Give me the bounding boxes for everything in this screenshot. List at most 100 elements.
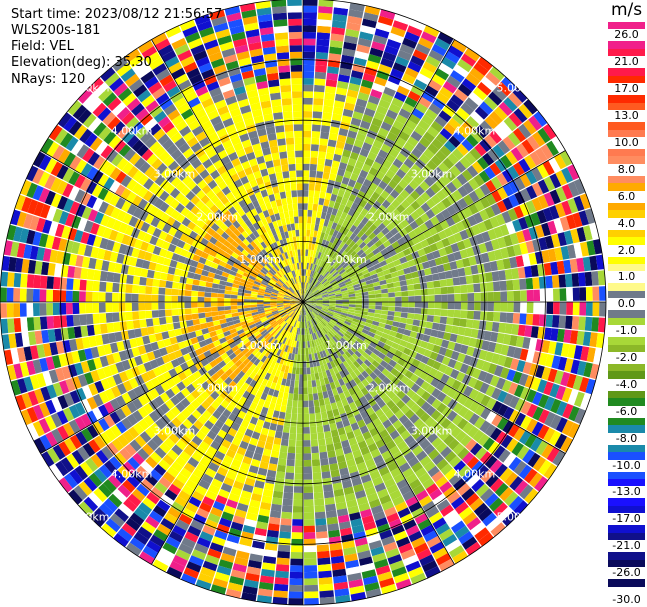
range-gate (221, 364, 230, 373)
range-gate (258, 312, 266, 317)
range-gate (354, 310, 362, 315)
range-gate (331, 317, 339, 322)
range-gate (298, 387, 303, 395)
range-gate (522, 449, 535, 464)
range-gate (457, 483, 471, 496)
range-gate (295, 291, 300, 297)
range-gate (160, 324, 168, 333)
range-gate (348, 272, 356, 278)
range-gate (244, 329, 252, 335)
range-gate (80, 163, 93, 177)
range-gate (108, 332, 117, 344)
range-gate (503, 116, 518, 132)
range-gate (330, 166, 339, 175)
range-gate (23, 376, 34, 392)
range-gate (452, 148, 464, 161)
range-gate (176, 239, 186, 249)
range-gate (395, 371, 405, 381)
range-gate (266, 469, 277, 478)
range-gate (340, 155, 350, 164)
range-gate (244, 518, 257, 528)
range-gate (329, 235, 336, 244)
range-gate (52, 289, 60, 302)
range-gate (312, 472, 322, 480)
range-gate (363, 272, 371, 279)
range-gate (272, 490, 283, 499)
range-gate (379, 279, 387, 286)
range-gate (374, 289, 382, 295)
range-gate (307, 341, 311, 348)
range-gate (190, 195, 201, 205)
range-gate (386, 315, 395, 321)
range-gate (159, 442, 171, 454)
range-gate (491, 322, 500, 333)
range-gate (156, 255, 165, 265)
range-gate (376, 460, 387, 471)
range-gate (345, 238, 353, 246)
range-gate (391, 208, 401, 218)
range-gate (313, 393, 319, 401)
range-gate (410, 163, 422, 175)
range-gate (285, 465, 295, 473)
range-gate (370, 448, 381, 459)
range-gate (249, 371, 257, 380)
range-gate (409, 373, 419, 383)
range-gate (277, 551, 290, 559)
range-gate (289, 319, 294, 326)
range-gate (308, 320, 312, 328)
range-gate (204, 312, 212, 318)
range-gate (375, 344, 383, 352)
range-gate (429, 511, 443, 524)
range-gate (279, 277, 286, 284)
range-gate (359, 31, 374, 41)
range-gate (295, 307, 300, 313)
range-gate (374, 558, 389, 569)
range-gate (281, 276, 287, 283)
range-gate (278, 290, 286, 294)
range-gate (218, 517, 232, 528)
range-gate (381, 472, 393, 483)
range-gate (203, 174, 214, 185)
range-gate (311, 277, 315, 285)
range-gate (353, 57, 367, 67)
range-gate (146, 224, 156, 235)
range-gate (537, 179, 550, 194)
range-gate (378, 466, 390, 477)
range-gate (277, 458, 287, 466)
range-gate (270, 302, 277, 304)
range-gate (103, 498, 118, 513)
range-gate (387, 335, 396, 342)
range-gate (258, 384, 266, 393)
range-gate (468, 203, 479, 215)
range-gate (503, 356, 513, 369)
range-gate (95, 334, 104, 346)
range-gate (414, 185, 425, 196)
range-gate (310, 373, 316, 381)
range-gate (242, 259, 250, 267)
range-gate (512, 87, 528, 103)
range-gate (228, 224, 237, 233)
range-gate (478, 507, 493, 522)
range-gate (241, 249, 249, 257)
range-gate (242, 238, 250, 247)
range-gate (329, 300, 336, 302)
range-gate (283, 330, 288, 338)
range-gate (77, 374, 88, 387)
range-gate (517, 324, 526, 337)
range-gate (335, 305, 343, 308)
range-gate (171, 444, 183, 456)
range-gate (501, 76, 517, 92)
range-gate (280, 312, 287, 317)
range-gate (322, 300, 330, 302)
range-gate (453, 361, 463, 371)
range-gate (6, 364, 17, 381)
range-gate (242, 358, 251, 366)
range-gate (180, 387, 191, 398)
range-gate (317, 432, 325, 440)
range-gate (63, 116, 77, 132)
range-gate (293, 499, 303, 507)
range-gate (556, 328, 565, 343)
range-gate (484, 493, 499, 507)
range-gate (181, 217, 191, 227)
range-gate (176, 412, 187, 424)
